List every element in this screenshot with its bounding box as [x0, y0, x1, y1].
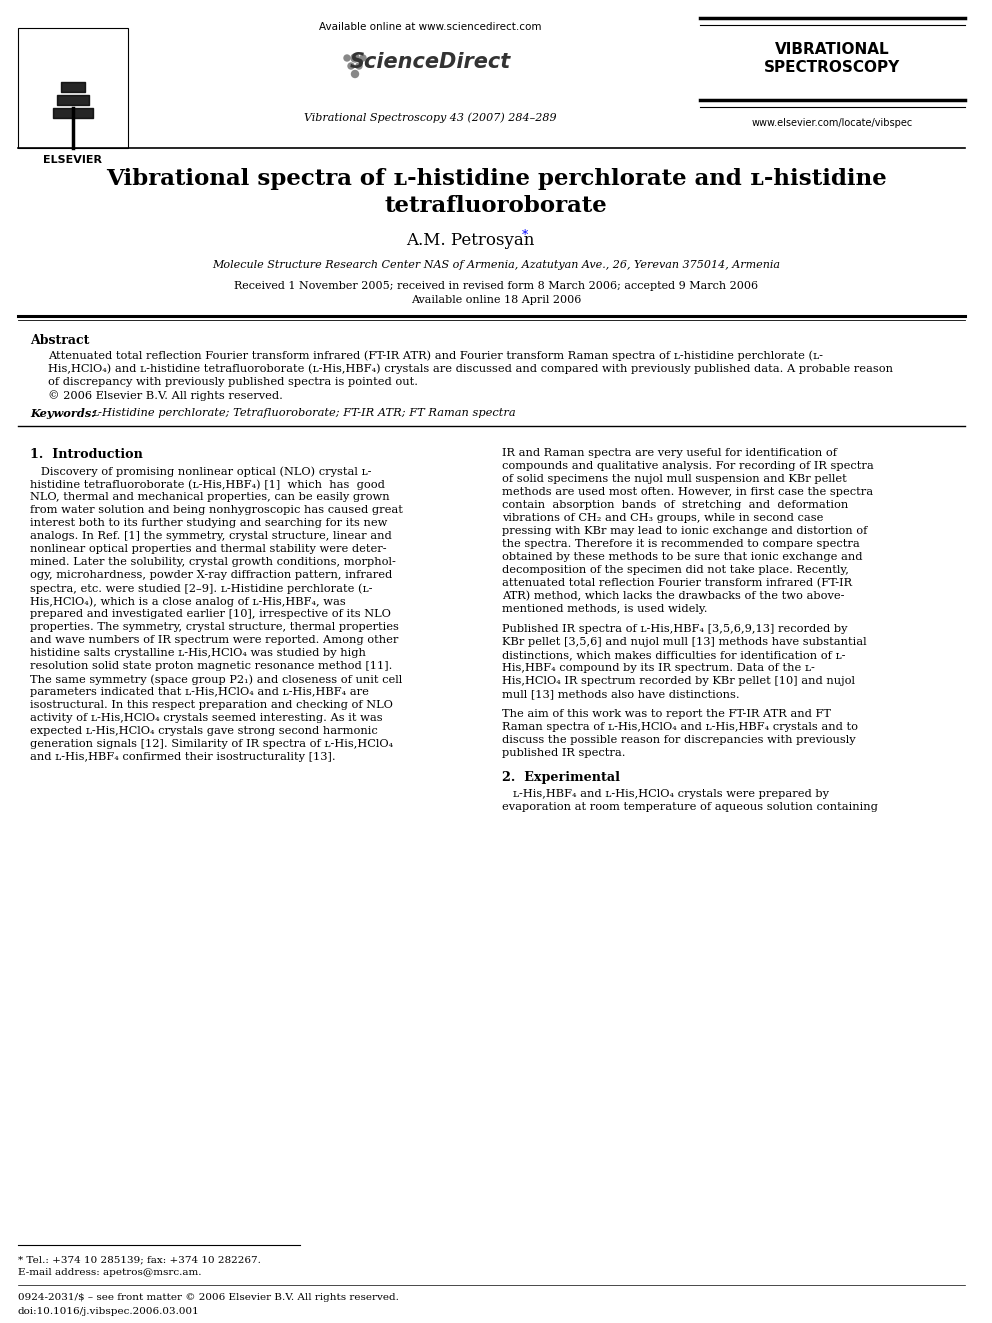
- Circle shape: [356, 64, 362, 69]
- Text: activity of ʟ-His,HClO₄ crystals seemed interesting. As it was: activity of ʟ-His,HClO₄ crystals seemed …: [30, 713, 383, 722]
- Text: 0924-2031/$ – see front matter © 2006 Elsevier B.V. All rights reserved.: 0924-2031/$ – see front matter © 2006 El…: [18, 1293, 399, 1302]
- Text: doi:10.1016/j.vibspec.2006.03.001: doi:10.1016/j.vibspec.2006.03.001: [18, 1307, 199, 1316]
- Text: SPECTROSCOPY: SPECTROSCOPY: [764, 60, 900, 75]
- Text: Received 1 November 2005; received in revised form 8 March 2006; accepted 9 Marc: Received 1 November 2005; received in re…: [234, 280, 758, 291]
- Text: tetrafluoroborate: tetrafluoroborate: [385, 194, 607, 217]
- Text: ogy, microhardness, powder X-ray diffraction pattern, infrared: ogy, microhardness, powder X-ray diffrac…: [30, 570, 392, 579]
- Circle shape: [344, 56, 350, 61]
- Text: discuss the possible reason for discrepancies with previously: discuss the possible reason for discrepa…: [502, 736, 856, 745]
- Text: the spectra. Therefore it is recommended to compare spectra: the spectra. Therefore it is recommended…: [502, 538, 860, 549]
- Text: vibrations of CH₂ and CH₃ groups, while in second case: vibrations of CH₂ and CH₃ groups, while …: [502, 513, 823, 523]
- Text: pressing with KBr may lead to ionic exchange and distortion of: pressing with KBr may lead to ionic exch…: [502, 527, 867, 536]
- Text: prepared and investigated earlier [10], irrespective of its NLO: prepared and investigated earlier [10], …: [30, 609, 391, 619]
- Text: obtained by these methods to be sure that ionic exchange and: obtained by these methods to be sure tha…: [502, 552, 862, 562]
- Text: resolution solid state proton magnetic resonance method [11].: resolution solid state proton magnetic r…: [30, 662, 393, 671]
- Text: *: *: [522, 229, 529, 242]
- Text: Keywords:: Keywords:: [30, 407, 95, 419]
- Text: www.elsevier.com/locate/vibspec: www.elsevier.com/locate/vibspec: [751, 118, 913, 128]
- Text: methods are used most often. However, in first case the spectra: methods are used most often. However, in…: [502, 487, 873, 497]
- Text: isostructural. In this respect preparation and checking of NLO: isostructural. In this respect preparati…: [30, 700, 393, 710]
- Text: NLO, thermal and mechanical properties, can be easily grown: NLO, thermal and mechanical properties, …: [30, 492, 390, 501]
- Text: His,HBF₄ compound by its IR spectrum. Data of the ʟ-: His,HBF₄ compound by its IR spectrum. Da…: [502, 663, 814, 673]
- Text: mentioned methods, is used widely.: mentioned methods, is used widely.: [502, 605, 707, 614]
- Text: and ʟ-His,HBF₄ confirmed their isostructurality [13].: and ʟ-His,HBF₄ confirmed their isostruct…: [30, 751, 335, 762]
- Text: Available online at www.sciencedirect.com: Available online at www.sciencedirect.co…: [318, 22, 542, 32]
- Text: mined. Later the solubility, crystal growth conditions, morphol-: mined. Later the solubility, crystal gro…: [30, 557, 396, 568]
- Text: of solid specimens the nujol mull suspension and KBr pellet: of solid specimens the nujol mull suspen…: [502, 474, 847, 484]
- Text: Raman spectra of ʟ-His,HClO₄ and ʟ-His,HBF₄ crystals and to: Raman spectra of ʟ-His,HClO₄ and ʟ-His,H…: [502, 722, 858, 732]
- Text: evaporation at room temperature of aqueous solution containing: evaporation at room temperature of aqueo…: [502, 802, 878, 812]
- Text: analogs. In Ref. [1] the symmetry, crystal structure, linear and: analogs. In Ref. [1] the symmetry, cryst…: [30, 531, 392, 541]
- Circle shape: [351, 70, 358, 78]
- Text: A.M. Petrosyan: A.M. Petrosyan: [406, 232, 534, 249]
- Text: histidine tetrafluoroborate (ʟ-His,HBF₄) [1]  which  has  good: histidine tetrafluoroborate (ʟ-His,HBF₄)…: [30, 479, 385, 490]
- Text: ʟ-Histidine perchlorate; Tetrafluoroborate; FT-IR ATR; FT Raman spectra: ʟ-Histidine perchlorate; Tetrafluorobora…: [92, 407, 516, 418]
- Text: properties. The symmetry, crystal structure, thermal properties: properties. The symmetry, crystal struct…: [30, 622, 399, 632]
- Text: distinctions, which makes difficulties for identification of ʟ-: distinctions, which makes difficulties f…: [502, 650, 845, 660]
- Circle shape: [351, 54, 359, 62]
- Text: attenuated total reflection Fourier transform infrared (FT-IR: attenuated total reflection Fourier tran…: [502, 578, 852, 589]
- Text: IR and Raman spectra are very useful for identification of: IR and Raman spectra are very useful for…: [502, 448, 837, 458]
- Text: Attenuated total reflection Fourier transform infrared (FT-IR ATR) and Fourier t: Attenuated total reflection Fourier tran…: [48, 351, 823, 361]
- Text: Discovery of promising nonlinear optical (NLO) crystal ʟ-: Discovery of promising nonlinear optical…: [30, 466, 371, 476]
- Text: interest both to its further studying and searching for its new: interest both to its further studying an…: [30, 519, 387, 528]
- Text: The aim of this work was to report the FT-IR ATR and FT: The aim of this work was to report the F…: [502, 709, 831, 718]
- Text: His,HClO₄ IR spectrum recorded by KBr pellet [10] and nujol: His,HClO₄ IR spectrum recorded by KBr pe…: [502, 676, 855, 687]
- Text: ELSEVIER: ELSEVIER: [44, 155, 102, 165]
- Text: VIBRATIONAL: VIBRATIONAL: [775, 42, 889, 57]
- Circle shape: [360, 56, 366, 61]
- Text: Vibrational spectra of ʟ-histidine perchlorate and ʟ-histidine: Vibrational spectra of ʟ-histidine perch…: [105, 168, 887, 191]
- Text: 1.  Introduction: 1. Introduction: [30, 448, 143, 460]
- Text: ATR) method, which lacks the drawbacks of the two above-: ATR) method, which lacks the drawbacks o…: [502, 591, 844, 602]
- Text: contain  absorption  bands  of  stretching  and  deformation: contain absorption bands of stretching a…: [502, 500, 848, 509]
- Text: Vibrational Spectroscopy 43 (2007) 284–289: Vibrational Spectroscopy 43 (2007) 284–2…: [304, 112, 557, 123]
- Text: Available online 18 April 2006: Available online 18 April 2006: [411, 295, 581, 306]
- Text: from water solution and being nonhygroscopic has caused great: from water solution and being nonhygrosc…: [30, 505, 403, 515]
- Text: His,HClO₄) and ʟ-histidine tetrafluoroborate (ʟ-His,HBF₄) crystals are discussed: His,HClO₄) and ʟ-histidine tetrafluorobo…: [48, 364, 893, 374]
- Text: * Tel.: +374 10 285139; fax: +374 10 282267.: * Tel.: +374 10 285139; fax: +374 10 282…: [18, 1256, 261, 1263]
- Text: nonlinear optical properties and thermal stability were deter-: nonlinear optical properties and thermal…: [30, 544, 387, 554]
- Text: KBr pellet [3,5,6] and nujol mull [13] methods have substantial: KBr pellet [3,5,6] and nujol mull [13] m…: [502, 636, 867, 647]
- Circle shape: [348, 64, 354, 69]
- Text: ScienceDirect: ScienceDirect: [349, 52, 511, 71]
- Text: parameters indicated that ʟ-His,HClO₄ and ʟ-His,HBF₄ are: parameters indicated that ʟ-His,HClO₄ an…: [30, 687, 369, 697]
- Text: expected ʟ-His,HClO₄ crystals gave strong second harmonic: expected ʟ-His,HClO₄ crystals gave stron…: [30, 726, 378, 736]
- Text: spectra, etc. were studied [2–9]. ʟ-Histidine perchlorate (ʟ-: spectra, etc. were studied [2–9]. ʟ-Hist…: [30, 583, 373, 594]
- Text: Molecule Structure Research Center NAS of Armenia, Azatutyan Ave., 26, Yerevan 3: Molecule Structure Research Center NAS o…: [212, 261, 780, 270]
- Text: and wave numbers of IR spectrum were reported. Among other: and wave numbers of IR spectrum were rep…: [30, 635, 399, 646]
- Text: histidine salts crystalline ʟ-His,HClO₄ was studied by high: histidine salts crystalline ʟ-His,HClO₄ …: [30, 648, 366, 658]
- Text: compounds and qualitative analysis. For recording of IR spectra: compounds and qualitative analysis. For …: [502, 460, 874, 471]
- Text: published IR spectra.: published IR spectra.: [502, 747, 626, 758]
- Bar: [18, 28, 128, 148]
- Text: © 2006 Elsevier B.V. All rights reserved.: © 2006 Elsevier B.V. All rights reserved…: [48, 390, 283, 401]
- Text: The same symmetry (space group P2₁) and closeness of unit cell: The same symmetry (space group P2₁) and …: [30, 673, 402, 684]
- Text: of discrepancy with previously published spectra is pointed out.: of discrepancy with previously published…: [48, 377, 418, 388]
- Text: generation signals [12]. Similarity of IR spectra of ʟ-His,HClO₄: generation signals [12]. Similarity of I…: [30, 740, 393, 749]
- Text: Published IR spectra of ʟ-His,HBF₄ [3,5,6,9,13] recorded by: Published IR spectra of ʟ-His,HBF₄ [3,5,…: [502, 624, 847, 634]
- Text: 2.  Experimental: 2. Experimental: [502, 771, 620, 785]
- Text: E-mail address: apetros@msrc.am.: E-mail address: apetros@msrc.am.: [18, 1267, 201, 1277]
- Text: ʟ-His,HBF₄ and ʟ-His,HClO₄ crystals were prepared by: ʟ-His,HBF₄ and ʟ-His,HClO₄ crystals were…: [502, 789, 829, 799]
- Text: mull [13] methods also have distinctions.: mull [13] methods also have distinctions…: [502, 689, 740, 699]
- Text: Abstract: Abstract: [30, 333, 89, 347]
- Text: decomposition of the specimen did not take place. Recently,: decomposition of the specimen did not ta…: [502, 565, 849, 576]
- Text: His,HClO₄), which is a close analog of ʟ-His,HBF₄, was: His,HClO₄), which is a close analog of ʟ…: [30, 595, 346, 606]
